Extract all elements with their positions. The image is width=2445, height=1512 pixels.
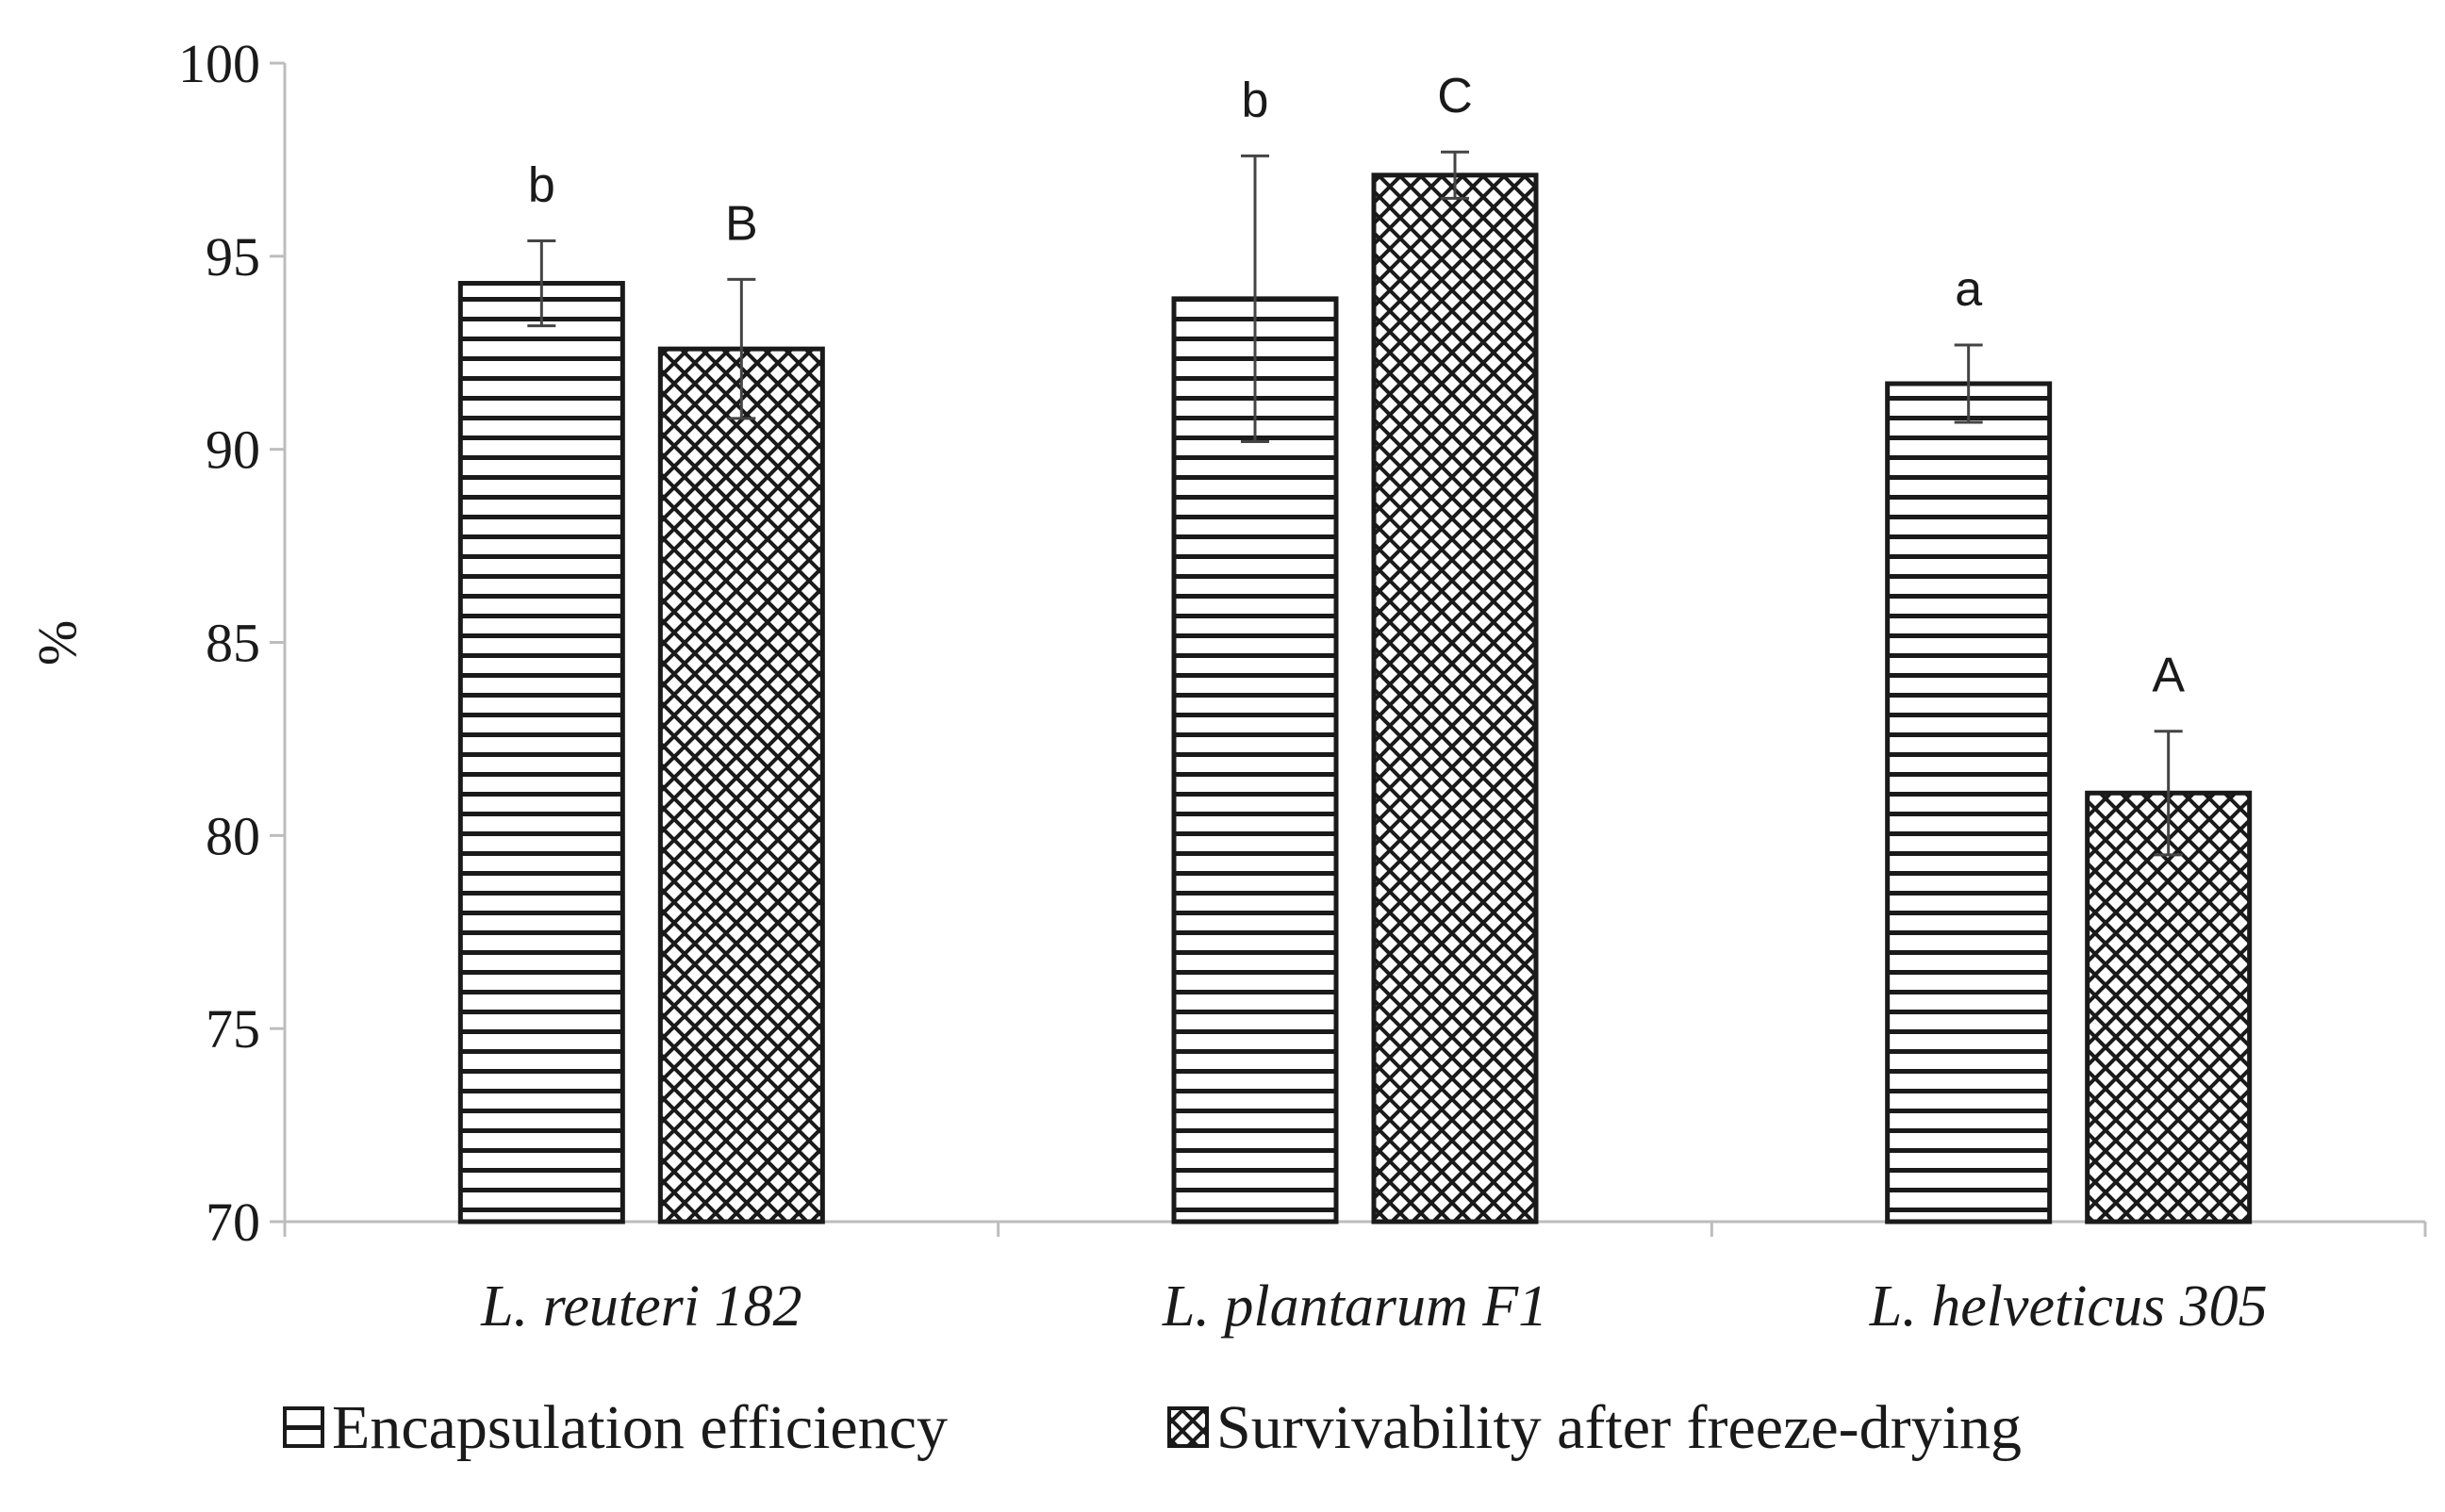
- y-tick-label: 85: [206, 613, 260, 674]
- bar: [1885, 381, 2053, 1224]
- legend: Encapsulation efficiency Survivability af…: [283, 1393, 2022, 1462]
- y-tick-label: 70: [206, 1192, 260, 1253]
- legend-swatch: [283, 1406, 324, 1448]
- y-tick-label: 80: [206, 805, 260, 866]
- bar: [2085, 790, 2253, 1224]
- x-tick-label: L. helveticus 305: [1869, 1274, 2268, 1339]
- axes: 70 75 80 85 90 95 100%: [26, 33, 2427, 1253]
- significance-label: A: [2152, 649, 2185, 703]
- y-tick-label: 95: [206, 226, 260, 288]
- significance-label: b: [528, 157, 555, 212]
- bar: [1171, 296, 1339, 1224]
- labels: b B L. reuteri 182 b C L. plantarum F1 a A L. he…: [480, 69, 2267, 1339]
- legend-label: Survivability after freeze-drying: [1216, 1393, 2022, 1462]
- x-tick-label: L. reuteri 182: [480, 1274, 801, 1339]
- legend-label: Encapsulation efficiency: [332, 1393, 948, 1462]
- y-tick-label: 75: [206, 998, 260, 1060]
- significance-label: B: [725, 196, 758, 251]
- significance-label: a: [1955, 262, 1982, 317]
- y-tick-label: 90: [206, 419, 260, 481]
- significance-label: b: [1242, 73, 1269, 127]
- y-tick-label: 100: [178, 33, 260, 94]
- y-axis-label: %: [26, 620, 88, 666]
- bar: [457, 281, 625, 1224]
- bar: [657, 346, 825, 1224]
- bars: [457, 150, 2253, 1224]
- bar: [1371, 173, 1539, 1224]
- significance-label: C: [1437, 69, 1473, 123]
- x-tick-label: L. plantarum F1: [1162, 1274, 1547, 1339]
- legend-swatch: [1167, 1406, 1209, 1448]
